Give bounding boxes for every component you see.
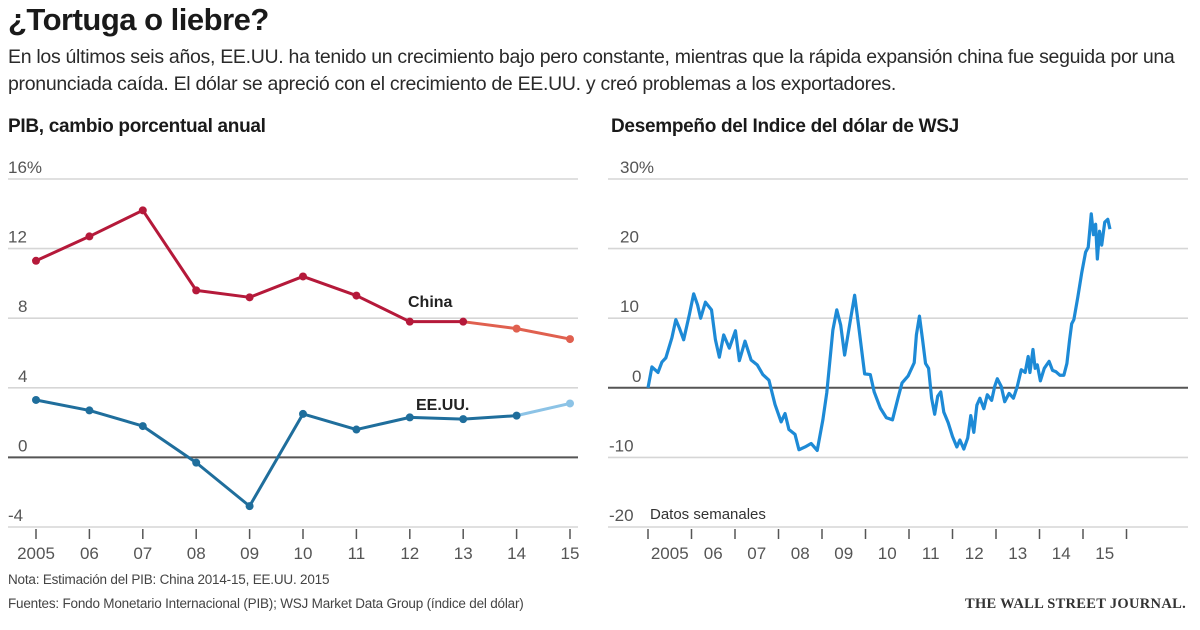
- us-gdp-point: [192, 458, 201, 467]
- weekly-data-annotation: Datos semanales: [650, 506, 766, 523]
- us-gdp-point: [405, 413, 414, 422]
- china-gdp-point: [566, 335, 574, 344]
- x-tick-label: 08: [187, 544, 206, 563]
- x-tick-label: 10: [294, 544, 313, 563]
- china-gdp-point: [192, 286, 201, 295]
- y-tick-label: 16%: [8, 158, 42, 177]
- y-tick-label: 4: [18, 367, 27, 386]
- china-gdp-point: [299, 272, 307, 281]
- us-gdp-point: [299, 409, 307, 418]
- x-tick-label: 11: [348, 544, 366, 563]
- x-tick-label: 2005: [651, 544, 689, 563]
- us-gdp-point: [85, 406, 94, 415]
- x-tick-label: 12: [400, 544, 419, 563]
- y-tick-label: 8: [18, 297, 27, 316]
- china-gdp-point: [405, 317, 414, 326]
- china-gdp-point: [138, 206, 147, 215]
- x-tick-label: 2005: [17, 544, 55, 563]
- x-tick-label: 06: [80, 544, 99, 563]
- footnote: Nota: Estimación del PIB: China 2014-15,…: [8, 572, 330, 587]
- x-tick-label: 07: [747, 544, 766, 563]
- us-gdp-point: [352, 425, 361, 434]
- x-tick-label: 14: [507, 544, 526, 563]
- china-gdp-point: [85, 232, 94, 241]
- x-tick-label: 15: [1095, 544, 1114, 563]
- x-tick-label: 07: [133, 544, 152, 563]
- us-gdp-point: [138, 422, 147, 431]
- gdp-chart: 16% 12 8 4 0 -4 2005 06 07 08 09 10 11 12 13 14 15 China E…: [8, 158, 579, 563]
- china-gdp-point: [32, 256, 40, 265]
- y-tick-label: 12: [8, 228, 27, 247]
- china-gdp-point: [512, 324, 521, 333]
- x-tick-label: 13: [1008, 544, 1027, 563]
- us-gdp-point: [459, 415, 468, 424]
- us-gdp-point: [32, 395, 40, 404]
- x-tick-label: 09: [834, 544, 853, 563]
- china-series-label: China: [408, 294, 453, 311]
- y-tick-label: -10: [609, 436, 634, 455]
- us-gdp-point: [245, 502, 254, 511]
- x-tick-label: 12: [965, 544, 984, 563]
- y-tick-label: 0: [632, 367, 641, 386]
- us-gdp-line: [35, 398, 517, 508]
- x-tick-label: 15: [561, 544, 580, 563]
- us-gdp-point: [512, 411, 521, 420]
- wsj-logo: THE WALL STREET JOURNAL.: [964, 596, 1186, 612]
- y-tick-label: -4: [8, 506, 23, 525]
- y-tick-label: 0: [18, 436, 27, 455]
- x-tick-label: 13: [454, 544, 473, 563]
- page-subtitle: En los últimos seis años, EE.UU. ha teni…: [8, 46, 1175, 95]
- us-series-label: EE.UU.: [416, 397, 469, 414]
- x-tick-label: 09: [240, 544, 259, 563]
- page-title: ¿Tortuga o liebre?: [8, 2, 269, 37]
- x-tick-label: 11: [922, 544, 940, 563]
- y-tick-label: -20: [609, 506, 634, 525]
- us-gdp-estimate-line: [516, 401, 571, 418]
- x-tick-label: 14: [1052, 544, 1071, 563]
- dollar-index-chart: 30% 20 10 0 -10 -20 2005 06 07 08 09 10 11 12 13 14 15 Da…: [608, 158, 1188, 563]
- us-gdp-point: [566, 399, 574, 408]
- x-tick-label: 06: [704, 544, 723, 563]
- china-gdp-line: [35, 208, 464, 324]
- x-tick-label: 10: [878, 544, 897, 563]
- dollar-index-line: [646, 212, 1112, 453]
- china-gdp-point: [245, 293, 254, 302]
- x-tick-label: 08: [791, 544, 810, 563]
- y-tick-label: 10: [620, 297, 639, 316]
- y-tick-label: 30%: [620, 158, 654, 177]
- y-tick-label: 20: [620, 228, 639, 247]
- gdp-chart-title: PIB, cambio porcentual anual: [8, 116, 266, 137]
- china-gdp-point: [352, 291, 361, 300]
- dollar-chart-title: Desempeño del Indice del dólar de WSJ: [611, 116, 959, 137]
- sources-note: Fuentes: Fondo Monetario Internacional (…: [8, 596, 524, 611]
- china-gdp-point: [459, 317, 468, 326]
